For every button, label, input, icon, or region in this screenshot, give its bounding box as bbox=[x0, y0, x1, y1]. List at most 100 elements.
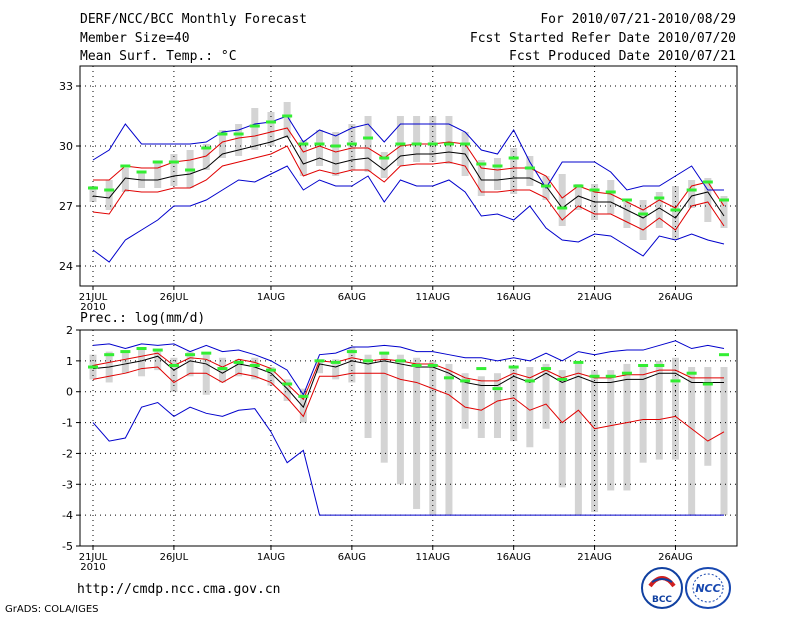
ensemble-box bbox=[493, 373, 501, 438]
obs-marker bbox=[686, 371, 697, 375]
y-tick-label: 1 bbox=[66, 355, 73, 368]
x-tick-label: 6AUG bbox=[338, 292, 366, 303]
obs-marker bbox=[638, 212, 649, 216]
x-tick-label: 16AUG bbox=[496, 292, 531, 303]
ensemble-box bbox=[510, 365, 518, 442]
ensemble-box bbox=[316, 130, 324, 166]
ensemble-box bbox=[202, 354, 210, 395]
series-lower-spread bbox=[92, 145, 725, 231]
ensemble-box bbox=[283, 102, 291, 138]
refer-date: Fcst Started Refer Date 2010/07/20 bbox=[469, 31, 736, 46]
series-ensemble-max bbox=[92, 340, 725, 396]
obs-marker bbox=[443, 376, 454, 380]
ensemble-box bbox=[429, 116, 437, 162]
plot-frame bbox=[79, 65, 738, 287]
ensemble-box bbox=[445, 363, 453, 516]
ensemble-box bbox=[591, 370, 599, 513]
ensemble-box bbox=[477, 376, 485, 438]
obs-marker bbox=[379, 156, 390, 160]
obs-marker bbox=[557, 377, 568, 381]
ensemble-box bbox=[267, 112, 275, 146]
source-url[interactable]: http://cmdp.ncc.cma.gov.cn bbox=[77, 582, 281, 597]
ensemble-box bbox=[202, 144, 210, 170]
ensemble-box bbox=[655, 192, 663, 228]
obs-marker bbox=[654, 196, 665, 200]
member-size: Member Size=40 bbox=[80, 31, 190, 46]
ensemble-box bbox=[413, 116, 421, 162]
obs-marker bbox=[719, 353, 729, 357]
obs-marker bbox=[443, 142, 454, 146]
x-tick-label: 21AUG bbox=[577, 552, 612, 563]
obs-marker bbox=[168, 363, 179, 367]
ensemble-box bbox=[105, 180, 113, 210]
ncc-logo-text: NCC bbox=[695, 582, 720, 595]
ncc-logo: NCC bbox=[685, 567, 731, 609]
forecast-period: For 2010/07/21-2010/08/29 bbox=[540, 12, 736, 27]
ensemble-box bbox=[121, 350, 129, 374]
ensemble-box bbox=[170, 154, 178, 186]
series-ensemble-min bbox=[92, 401, 724, 516]
obs-marker bbox=[265, 368, 276, 372]
obs-marker bbox=[702, 180, 713, 184]
ensemble-box bbox=[526, 156, 534, 186]
ensemble-box bbox=[316, 359, 324, 374]
x-tick-label: 26AUG bbox=[658, 552, 693, 563]
ensemble-box bbox=[235, 359, 243, 377]
obs-marker bbox=[476, 367, 487, 371]
obs-marker bbox=[152, 348, 163, 352]
ensemble-box bbox=[186, 351, 194, 377]
obs-marker bbox=[702, 382, 713, 386]
obs-marker bbox=[427, 142, 438, 146]
obs-marker bbox=[330, 144, 341, 148]
y-tick-label: 33 bbox=[59, 80, 73, 93]
ensemble-box bbox=[364, 354, 372, 438]
obs-marker bbox=[282, 382, 293, 386]
obs-marker bbox=[314, 142, 325, 146]
x-tick-label: 26AUG bbox=[658, 292, 693, 303]
series-upper-spread bbox=[93, 127, 725, 211]
ensemble-box bbox=[461, 373, 469, 429]
y-tick-label: 2 bbox=[66, 324, 73, 337]
obs-marker bbox=[508, 156, 519, 160]
obs-marker bbox=[541, 184, 552, 188]
ensemble-box bbox=[639, 200, 647, 240]
obs-marker bbox=[686, 188, 697, 192]
obs-marker bbox=[185, 168, 196, 172]
obs-marker bbox=[654, 363, 665, 367]
obs-marker bbox=[185, 353, 196, 357]
series-lower-spread bbox=[92, 366, 725, 442]
series-ensemble-mean bbox=[92, 355, 724, 409]
obs-marker bbox=[346, 350, 357, 354]
obs-marker bbox=[492, 164, 503, 168]
ensemble-box bbox=[299, 388, 307, 423]
x-tick-label: 26JUL bbox=[160, 292, 189, 303]
y-tick-label: 0 bbox=[66, 386, 73, 399]
obs-marker bbox=[589, 188, 600, 192]
ensemble-box bbox=[348, 346, 356, 383]
ensemble-box bbox=[574, 184, 582, 210]
obs-marker bbox=[249, 124, 260, 128]
obs-marker bbox=[411, 142, 422, 146]
x-tick-label: 11AUG bbox=[415, 292, 450, 303]
ensemble-box bbox=[542, 363, 550, 429]
obs-marker bbox=[217, 132, 228, 136]
obs-marker bbox=[719, 198, 729, 202]
ensemble-box bbox=[477, 160, 485, 196]
ensemble-box bbox=[89, 186, 97, 202]
y-tick-label: 27 bbox=[59, 200, 73, 213]
obs-marker bbox=[589, 374, 600, 378]
x-tick-label: 16AUG bbox=[496, 552, 531, 563]
ensemble-box bbox=[396, 354, 404, 485]
obs-marker bbox=[282, 114, 293, 118]
x-tick-label: 1AUG bbox=[257, 552, 285, 563]
series-ensemble-mean bbox=[92, 135, 725, 219]
ensemble-box bbox=[704, 367, 712, 466]
ensemble-box bbox=[704, 178, 712, 222]
obs-marker bbox=[557, 206, 568, 210]
ensemble-box bbox=[655, 360, 663, 460]
ensemble-box bbox=[558, 370, 566, 488]
ensemble-box bbox=[413, 357, 421, 509]
ensemble-box bbox=[688, 180, 696, 208]
obs-marker bbox=[524, 166, 535, 170]
